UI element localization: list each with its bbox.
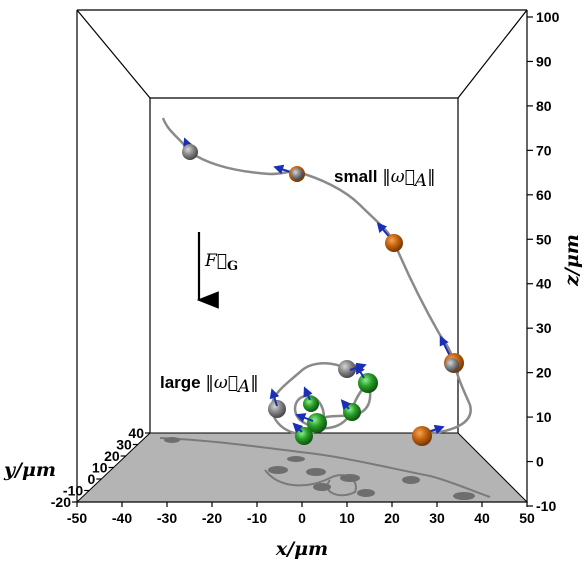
floor-shadows — [159, 437, 491, 500]
y-axis-label: y/μm — [3, 459, 56, 481]
x-tick-label: -40 — [112, 510, 132, 526]
shadow-bead — [340, 474, 360, 482]
z-tick-label: 90 — [536, 53, 552, 69]
y-tick-label: -20 — [51, 494, 71, 510]
orientation-arrow — [295, 413, 314, 423]
orientation-arrow — [303, 386, 313, 401]
annotation-large: large ‖ω⃗A‖ — [160, 373, 259, 397]
x-tick-label: -30 — [157, 510, 177, 526]
annotation-small: small ‖ω⃗A‖ — [334, 167, 436, 191]
gravity-label: F⃗G — [204, 251, 238, 274]
z-tick-label: 80 — [536, 98, 552, 114]
orientation-arrow — [340, 399, 352, 411]
z-tick-label: 40 — [536, 276, 552, 292]
x-tick-label: 30 — [429, 510, 445, 526]
shadow-bead — [268, 466, 288, 474]
orientation-arrow — [355, 363, 365, 379]
shadow-bead — [164, 437, 180, 443]
z-tick-label: 100 — [536, 9, 560, 25]
x-tick-label: 10 — [339, 510, 355, 526]
z-tick-label: 30 — [536, 320, 552, 336]
y-tick-label: 20 — [104, 448, 120, 464]
x-tick-label: 20 — [384, 510, 400, 526]
y-tick-label: 10 — [92, 460, 108, 476]
large-series-beads — [268, 360, 378, 445]
bead — [307, 413, 327, 433]
x-tick-label: 0 — [298, 510, 306, 526]
bead — [295, 427, 313, 445]
x-tick-label: -50 — [67, 510, 87, 526]
z-tick-label: 0 — [536, 454, 544, 470]
orientation-arrow — [292, 422, 304, 434]
shadow-bead — [357, 489, 375, 497]
bead — [291, 168, 303, 180]
y-tick-label: 30 — [116, 437, 132, 453]
z-tick-label: 50 — [536, 231, 552, 247]
z-tick-label: 20 — [536, 365, 552, 381]
orientation-arrow — [439, 335, 451, 357]
y-tick-label: 40 — [128, 425, 144, 441]
shadow-bead — [313, 483, 331, 491]
bead — [445, 358, 459, 372]
x-tick-label: -10 — [247, 510, 267, 526]
z-tick-label: 60 — [536, 187, 552, 203]
shadow-bead — [453, 492, 475, 500]
bead — [268, 400, 286, 418]
x-tick-label: 40 — [474, 510, 490, 526]
bead — [303, 396, 319, 412]
x-tick-label: -20 — [202, 510, 222, 526]
bead — [338, 360, 356, 378]
z-axis-label: z/μm — [561, 234, 583, 287]
z-tick-label: 70 — [536, 142, 552, 158]
small-series-beads — [182, 137, 464, 446]
bead — [182, 144, 198, 160]
bead — [385, 234, 403, 252]
shadow-bead — [402, 476, 420, 484]
y-tick-label: -10 — [63, 483, 83, 499]
orientation-arrow — [269, 388, 280, 407]
y-tick-label: 0 — [88, 471, 96, 487]
z-tick-label: 10 — [536, 409, 552, 425]
x-tick-label: 50 — [519, 510, 535, 526]
shadow-bead — [287, 456, 305, 462]
z-tick-label: -10 — [536, 498, 556, 514]
bead — [358, 373, 378, 393]
x-axis-label: x/μm — [275, 538, 328, 560]
bead — [412, 426, 432, 446]
shadow-bead — [306, 468, 326, 476]
